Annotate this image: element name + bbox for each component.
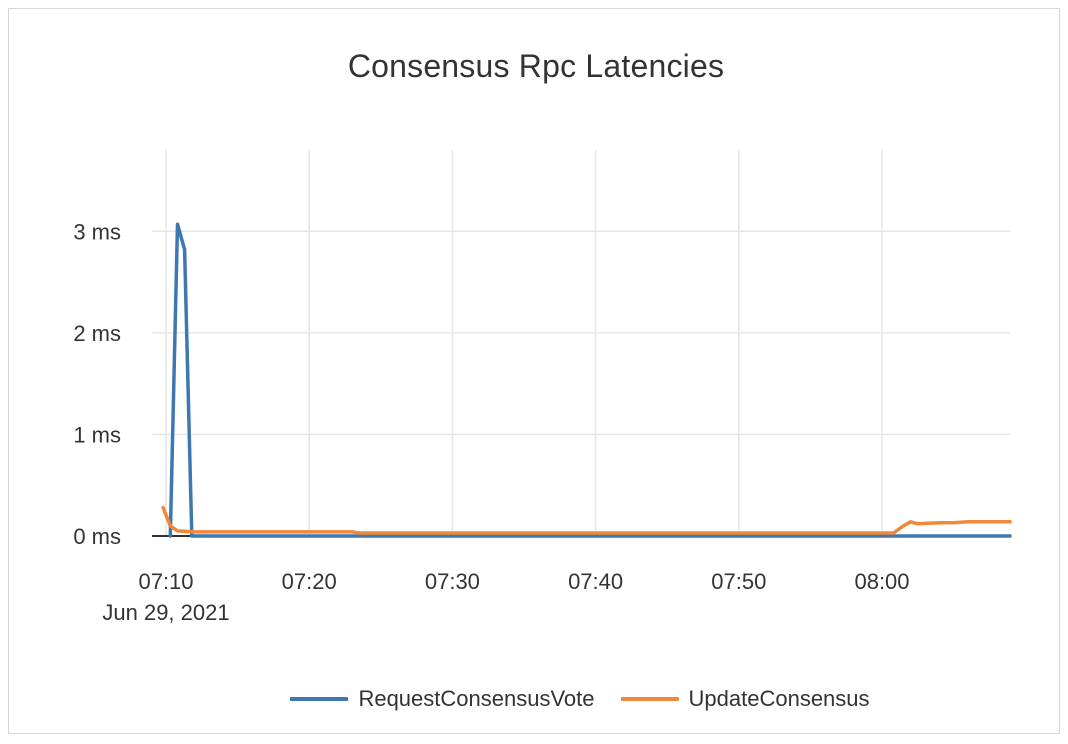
legend-label-update-consensus: UpdateConsensus bbox=[688, 686, 870, 711]
series-line-update-consensus[interactable] bbox=[161, 505, 1012, 535]
legend-item-update-consensus[interactable]: UpdateConsensus bbox=[620, 686, 870, 712]
x-date-label: Jun 29, 2021 bbox=[102, 600, 229, 625]
chart-legend: RequestConsensusVote UpdateConsensus bbox=[0, 686, 1068, 712]
legend-label-request-consensus-vote: RequestConsensusVote bbox=[358, 686, 595, 711]
chart-panel bbox=[8, 8, 1060, 734]
x-tick-label: 07:30 bbox=[425, 569, 480, 594]
series-lines bbox=[161, 222, 1012, 538]
legend-swatch-request-consensus-vote bbox=[290, 697, 349, 701]
x-tick-label: 08:00 bbox=[854, 569, 909, 594]
legend-item-request-consensus-vote[interactable]: RequestConsensusVote bbox=[290, 686, 595, 712]
y-tick-label: 3 ms bbox=[73, 219, 121, 244]
chart-title: Consensus Rpc Latencies bbox=[347, 48, 725, 84]
x-axis-tick-labels: 07:10 07:20 07:30 07:40 07:50 08:00 Jun 29, 20… bbox=[102, 569, 909, 625]
y-tick-label: 0 ms bbox=[73, 524, 121, 549]
y-axis-tick-labels: 0 ms 1 ms 2 ms 3 ms bbox=[73, 219, 121, 549]
y-tick-label: 2 ms bbox=[73, 321, 121, 346]
series-line-request-consensus-vote[interactable] bbox=[168, 222, 1012, 538]
x-tick-label: 07:50 bbox=[711, 569, 766, 594]
legend-swatch-update-consensus bbox=[620, 697, 679, 701]
y-tick-label: 1 ms bbox=[73, 422, 121, 447]
x-tick-label: 07:20 bbox=[282, 569, 337, 594]
x-tick-label: 07:10 bbox=[138, 569, 193, 594]
grid-lines bbox=[152, 150, 1010, 537]
x-tick-label: 07:40 bbox=[568, 569, 623, 594]
